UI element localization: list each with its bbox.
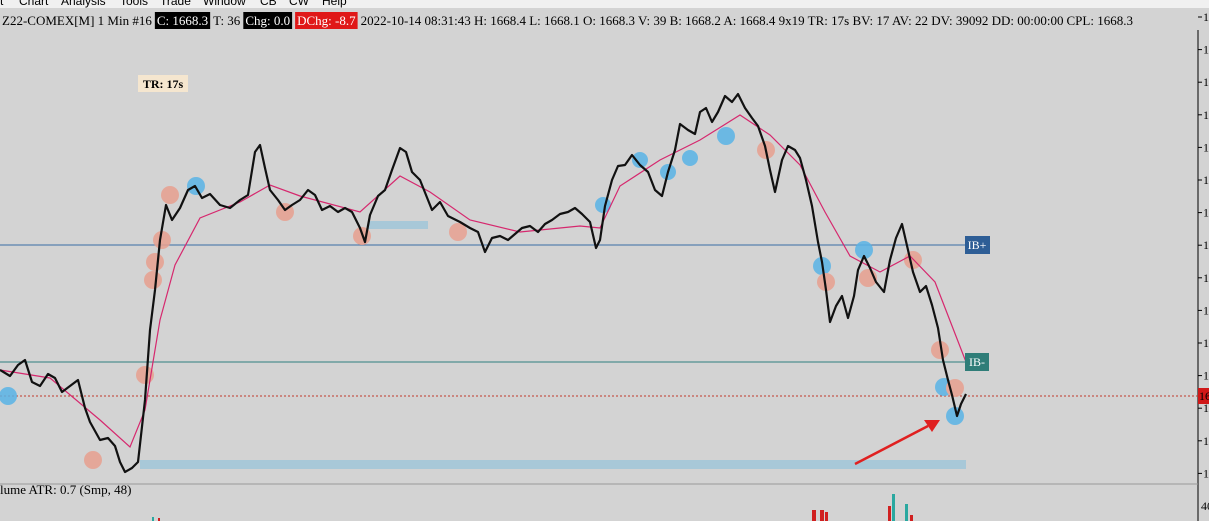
volume-bar [152, 517, 154, 521]
volume-label: lume ATR: 0.7 (Smp, 48) [0, 482, 131, 497]
ib-plus-badge [965, 236, 990, 254]
info-line: Z22-COMEX[M] 1 Min #16 C: 1668.3 T: 36 Chg:… [2, 12, 1133, 29]
axis-label: 16 [1203, 336, 1209, 350]
signal-dot [153, 231, 171, 249]
info-text: C: 1668.3 [157, 13, 208, 28]
signal-dot [146, 253, 164, 271]
menu-item[interactable]: t [0, 0, 4, 8]
tr-badge: TR: 17s [138, 75, 188, 92]
axis-label: 16 [1203, 75, 1209, 89]
volume-bar [910, 515, 913, 521]
menu: t Chart Analysis Tools Trade Window CB CW Help [0, 0, 347, 8]
last-price-label: 16 [1199, 389, 1209, 403]
menu-item[interactable]: Window [203, 0, 246, 8]
menu-item[interactable]: Analysis [61, 0, 106, 8]
info-box [243, 12, 293, 29]
volume-bar [905, 504, 908, 521]
info-text: Chg: 0.0 [245, 13, 290, 28]
ib-minus-badge [965, 353, 989, 371]
menu-item[interactable]: CB [260, 0, 277, 8]
axis-label: 16 [1203, 10, 1209, 24]
signal-dot [682, 150, 698, 166]
axis-label: 16 [1203, 369, 1209, 383]
info-text: 2022-10-14 08:31:43 H: 1668.4 L: 1668.1 … [361, 13, 1064, 28]
axis-label: 16 [1203, 303, 1209, 317]
signal-dot [717, 127, 735, 145]
signal-dot [449, 223, 467, 241]
zone-bar [140, 460, 966, 469]
price-axis: 1616161616161616161616161616161640 [1198, 10, 1209, 513]
price-trace [0, 92, 967, 474]
info-text: CPL: 1668.3 [1066, 13, 1132, 28]
axis-label: 16 [1203, 271, 1209, 285]
signal-dot [84, 451, 102, 469]
tr-badge-bg [138, 75, 188, 92]
info-box [154, 12, 211, 29]
signal-dot [0, 387, 17, 405]
signal-dot [144, 271, 162, 289]
annotation-arrow [854, 424, 929, 466]
tr-label: TR: 17s [143, 77, 184, 91]
ib-minus-label: IB- [969, 355, 985, 369]
volume-bar [888, 506, 891, 521]
signal-dot [632, 152, 648, 168]
signal-dot [817, 273, 835, 291]
menu-bar [0, 0, 1209, 8]
volume-axis-label: 40 [1201, 499, 1209, 513]
signal-dot [931, 341, 949, 359]
info-text: DChg: -8.7 [297, 13, 356, 28]
menu-item[interactable]: Chart [19, 0, 49, 8]
moving-average [0, 114, 967, 449]
axis-label: 16 [1203, 466, 1209, 480]
last-price-badge [1198, 388, 1209, 404]
axis-label: 16 [1203, 173, 1209, 187]
menu-item[interactable]: Trade [160, 0, 191, 8]
volume-bar [820, 510, 824, 521]
info-text: T: 36 [213, 13, 241, 28]
volume-bar [825, 512, 828, 521]
axis-label: 16 [1203, 43, 1209, 57]
info-box [295, 12, 358, 29]
axis-label: 16 [1203, 434, 1209, 448]
menu-item[interactable]: CW [289, 0, 310, 8]
signal-dot [161, 186, 179, 204]
signal-dot [855, 241, 873, 259]
info-text: Z22-COMEX[M] 1 Min #16 [2, 13, 152, 28]
arrow-head [924, 420, 940, 432]
axis-label: 16 [1203, 140, 1209, 154]
volume-bar [158, 518, 160, 521]
axis-label: 16 [1203, 206, 1209, 220]
zone-bar [368, 221, 428, 229]
menu-item[interactable]: Help [322, 0, 347, 8]
volume-bar [812, 510, 816, 521]
axis-label: 16 [1203, 108, 1209, 122]
axis-label: 16 [1203, 401, 1209, 415]
ib-plus-label: IB+ [968, 238, 987, 252]
menu-item[interactable]: Tools [120, 0, 148, 8]
volume-bar [892, 494, 895, 521]
volume-bars [152, 494, 913, 521]
axis-label: 16 [1203, 238, 1209, 252]
